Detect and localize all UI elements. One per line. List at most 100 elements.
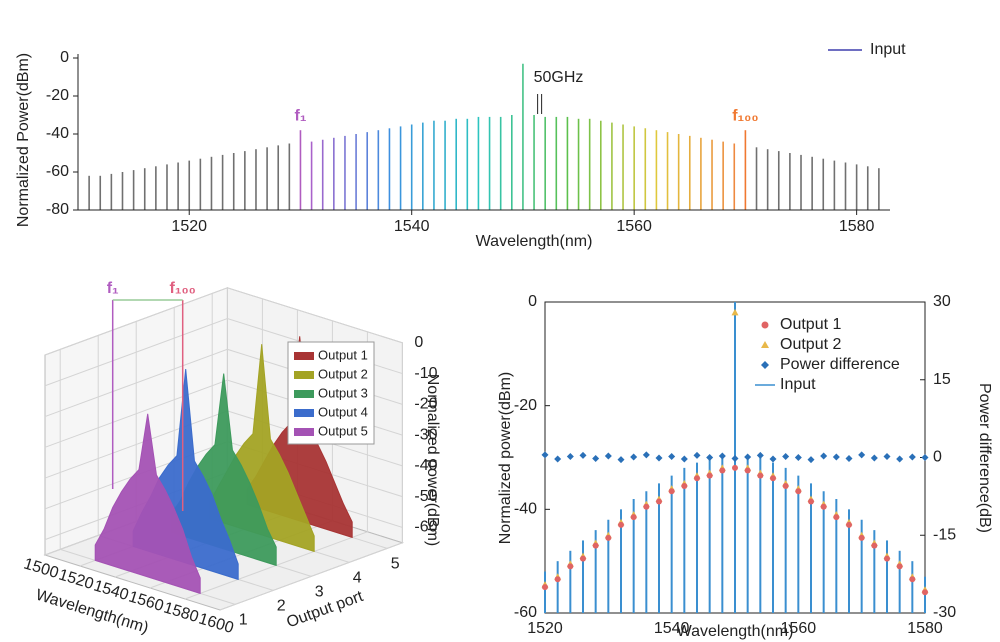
y-tick-label: 4	[353, 570, 362, 587]
x-tick-label: 1560	[781, 620, 817, 637]
y-axis-label: Output port	[284, 588, 366, 632]
z-tick-label: -40	[414, 457, 437, 474]
difference-point	[807, 456, 815, 464]
output-point	[884, 555, 890, 562]
difference-point	[642, 451, 650, 459]
legend-label: Output 2	[318, 366, 368, 381]
output-point	[744, 467, 751, 474]
output-point	[808, 498, 814, 505]
y2-axis-label: Power difference(dB)	[976, 383, 993, 533]
difference-point	[921, 454, 929, 461]
x-axis-label: Wavelength(nm)	[476, 233, 593, 250]
x-tick-label: 1500	[22, 555, 61, 582]
z-tick-label: -30	[414, 426, 437, 443]
output-point	[871, 542, 878, 549]
difference-point	[566, 452, 574, 460]
output-point	[719, 467, 726, 474]
output-point	[668, 488, 675, 495]
difference-point	[706, 454, 714, 461]
y-tick-label: 2	[277, 598, 286, 615]
difference-point	[579, 451, 587, 459]
difference-point	[794, 454, 802, 461]
output-point	[757, 472, 764, 479]
output-point	[630, 514, 637, 521]
output-point	[681, 483, 688, 490]
legend-swatch	[294, 428, 314, 436]
output-point	[592, 542, 599, 549]
difference-point	[617, 456, 625, 464]
legend-swatch	[294, 371, 314, 379]
y-tick-label: 0	[60, 49, 69, 66]
y-axis-label: Normalized Power(dBm)	[15, 53, 32, 227]
difference-point	[769, 455, 777, 463]
legend-swatch	[761, 341, 769, 348]
legend-label: Output 5	[318, 423, 368, 438]
output-point	[896, 563, 903, 570]
x-tick-label: 1540	[654, 620, 690, 637]
x-tick-label: 1560	[127, 588, 166, 615]
difference-point	[541, 451, 549, 459]
output-point	[706, 472, 713, 479]
x-tick-label: 1540	[92, 577, 131, 604]
y-tick-label: -60	[46, 163, 69, 180]
y-tick-label: -80	[46, 201, 69, 218]
x-tick-label: 1520	[57, 566, 96, 593]
output-point	[782, 483, 789, 490]
output-point	[731, 308, 739, 316]
legend-label: Input	[870, 41, 906, 58]
x-tick-label: 1520	[171, 218, 207, 235]
z-tick-label: -10	[414, 365, 437, 382]
output-point	[846, 521, 852, 528]
output-point	[858, 534, 865, 541]
x-axis-label: Wavelength(nm)	[677, 623, 794, 640]
difference-point	[782, 452, 790, 460]
y-tick-label: -40	[46, 125, 69, 142]
x-tick-label: 1540	[394, 218, 430, 235]
x-tick-label: 1580	[839, 218, 875, 235]
y-tick-label: 0	[528, 293, 537, 310]
output-point	[795, 488, 802, 495]
y-tick-label: 1	[239, 612, 248, 629]
legend-swatch	[761, 321, 769, 329]
legend-swatch	[294, 352, 314, 360]
difference-point	[908, 453, 916, 461]
difference-point	[883, 452, 891, 460]
output-point	[656, 498, 662, 505]
y-tick-label: -40	[514, 501, 537, 518]
x-tick-label: 1580	[162, 599, 201, 626]
difference-point	[668, 452, 676, 460]
y2-tick-label: 15	[933, 371, 951, 388]
output-point	[909, 576, 916, 583]
z-tick-label: -50	[414, 488, 437, 505]
output-point	[732, 464, 738, 471]
x-tick-label: 1600	[197, 610, 236, 637]
difference-point	[693, 451, 701, 459]
legend-label: Output 1	[318, 347, 368, 362]
z-tick-label: -20	[414, 396, 437, 413]
z-axis-label: Normalized power(dBm)	[424, 374, 441, 547]
output-point	[922, 589, 928, 596]
output-point	[643, 503, 650, 510]
difference-point	[858, 451, 866, 459]
difference-point	[820, 452, 828, 460]
legend-label: Output 1	[780, 316, 841, 333]
legend-label: Output 2	[780, 336, 841, 353]
difference-point	[832, 453, 840, 461]
annotation: f₁	[107, 280, 119, 297]
difference-point	[604, 452, 612, 460]
spectrum-area	[94, 413, 201, 595]
output-point	[580, 555, 586, 562]
difference-point	[718, 452, 726, 460]
y-tick-label: 5	[391, 556, 400, 573]
difference-point	[845, 455, 853, 463]
output-point	[694, 475, 700, 482]
difference-point	[630, 453, 638, 461]
legend-label: Input	[780, 376, 816, 393]
difference-point	[870, 454, 878, 462]
output-point	[567, 563, 574, 570]
y-tick-label: -20	[46, 87, 69, 104]
output-point	[554, 576, 561, 583]
z-tick-label: 0	[414, 334, 423, 351]
output-point	[770, 475, 776, 482]
z-tick-label: -60	[414, 519, 437, 536]
